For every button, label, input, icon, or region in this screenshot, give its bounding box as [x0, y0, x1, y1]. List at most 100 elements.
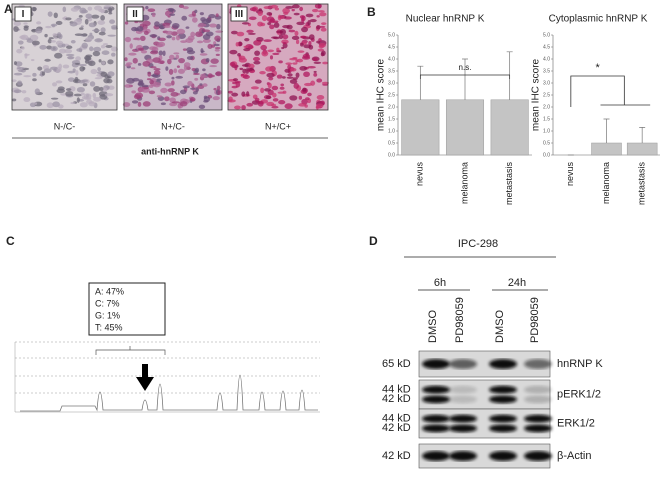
cell — [176, 28, 186, 35]
cell — [214, 48, 220, 52]
cell — [137, 101, 142, 107]
y-tick-label: 0.0 — [388, 152, 395, 158]
y-tick-label: 4.5 — [388, 44, 395, 50]
cell — [269, 55, 274, 60]
cell — [168, 54, 175, 60]
cell — [98, 31, 106, 36]
cell — [274, 7, 280, 11]
cell — [297, 50, 305, 53]
cell — [309, 18, 317, 23]
cell — [23, 97, 31, 103]
cell — [76, 86, 85, 93]
cell — [167, 58, 172, 65]
cell — [128, 52, 137, 56]
cell — [90, 68, 98, 75]
cell — [265, 95, 272, 99]
cell — [145, 5, 149, 10]
cell — [165, 66, 169, 71]
cell — [124, 84, 132, 88]
cell — [98, 59, 102, 63]
cell — [32, 78, 37, 82]
cell — [192, 72, 200, 75]
cell — [142, 45, 150, 50]
cell — [298, 95, 303, 100]
cell — [26, 39, 34, 43]
cell — [50, 45, 58, 52]
cell — [33, 102, 38, 106]
cell — [194, 9, 198, 14]
cell — [202, 38, 211, 43]
cell — [284, 103, 293, 110]
cell — [234, 64, 238, 71]
blot — [418, 408, 552, 439]
error-bar — [603, 118, 610, 143]
cell — [213, 43, 220, 47]
size-marker: 44 kD — [382, 384, 411, 396]
cell — [74, 62, 81, 65]
cell — [62, 6, 67, 13]
cell — [202, 83, 208, 87]
cell — [313, 72, 318, 77]
cell — [131, 90, 137, 94]
y-tick-label: 1.5 — [543, 116, 550, 122]
cell — [142, 20, 151, 27]
cell — [23, 75, 32, 78]
cell — [97, 20, 106, 25]
cell — [231, 85, 238, 89]
cell — [104, 93, 114, 97]
cell — [283, 11, 289, 16]
cell — [30, 59, 35, 62]
cell — [239, 67, 244, 71]
cell — [102, 43, 109, 46]
cell — [260, 44, 268, 51]
cell — [263, 6, 271, 10]
cell — [62, 17, 66, 20]
cell — [158, 37, 166, 42]
cell — [151, 12, 156, 18]
cell — [42, 64, 50, 70]
panel-letter: A — [4, 2, 13, 16]
band — [449, 414, 477, 423]
x-tick-label: melanoma — [459, 162, 469, 204]
cell — [172, 22, 180, 29]
cell — [47, 38, 52, 44]
cell — [17, 66, 25, 70]
cell — [308, 41, 312, 46]
band — [524, 424, 552, 433]
cell — [21, 90, 27, 94]
cell — [271, 36, 278, 39]
cell — [307, 66, 316, 69]
size-marker: 65 kD — [382, 358, 411, 370]
cell — [84, 55, 91, 61]
cell — [125, 63, 131, 67]
protein-label: ERK1/2 — [557, 417, 595, 429]
blot-background — [418, 379, 551, 410]
cell — [245, 68, 254, 72]
band — [524, 451, 552, 461]
cell — [101, 61, 106, 65]
cell — [101, 50, 110, 55]
band — [524, 359, 552, 369]
cell — [50, 66, 58, 71]
cell — [197, 84, 205, 89]
y-tick-label: 4.0 — [543, 56, 550, 62]
cell — [97, 67, 101, 72]
cell — [13, 21, 21, 27]
band — [449, 359, 477, 369]
cell — [146, 78, 152, 81]
significance-bracket — [570, 75, 651, 107]
cell — [93, 97, 102, 102]
cell — [13, 89, 22, 94]
cell — [54, 37, 58, 40]
cell — [108, 12, 113, 15]
band — [489, 451, 517, 461]
cell — [131, 100, 139, 104]
time-point: 24h — [508, 277, 526, 289]
cell — [133, 94, 142, 100]
cell — [82, 33, 88, 37]
cell — [162, 50, 166, 57]
cell — [205, 57, 210, 63]
cell — [287, 73, 293, 77]
cell — [180, 40, 187, 43]
bar — [490, 99, 529, 156]
